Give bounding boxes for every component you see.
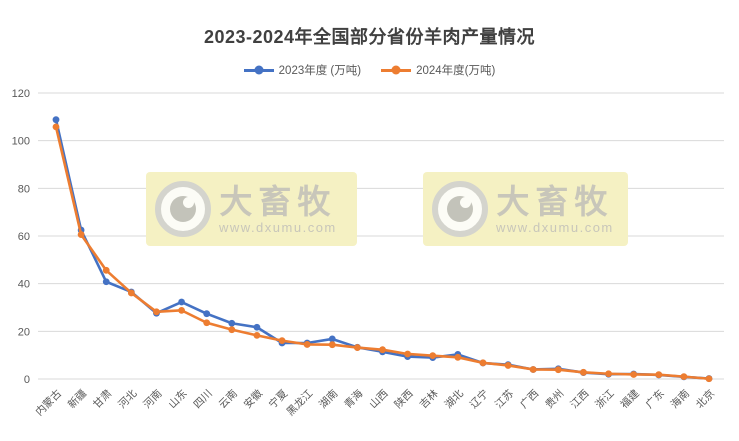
data-point: [127, 289, 135, 297]
x-tick-label: 浙江: [593, 387, 617, 411]
data-point: [328, 335, 336, 343]
x-tick-label: 云南: [216, 387, 240, 411]
y-tick-label: 20: [18, 326, 30, 338]
x-tick-label: 安徽: [241, 387, 265, 411]
data-point: [253, 331, 261, 339]
data-point: [479, 359, 487, 367]
watermark: 大畜牧 www.dxumu.com: [146, 172, 357, 246]
y-tick-label: 60: [18, 231, 30, 243]
x-tick-label: 山西: [367, 388, 390, 411]
legend-item-2024: 2024年度(万吨): [381, 62, 495, 78]
x-tick-label: 山东: [166, 387, 190, 411]
data-point: [429, 352, 437, 360]
x-tick-label: 内蒙古: [33, 387, 64, 418]
legend-marker-2023-icon: [243, 65, 274, 75]
y-tick-label: 100: [12, 136, 30, 148]
x-tick-label: 湖南: [316, 387, 340, 411]
x-tick-label: 广西: [518, 388, 541, 411]
data-point: [153, 308, 160, 316]
x-tick-label: 黑龙江: [284, 387, 316, 419]
x-tick-label: 江苏: [492, 387, 516, 411]
legend-marker-2024-icon: [381, 65, 412, 75]
data-point: [504, 362, 512, 369]
watermark-url: www.dxumu.com: [496, 219, 614, 235]
x-tick-label: 甘肃: [90, 387, 114, 411]
watermark-brand: 大畜牧: [219, 182, 337, 220]
data-point: [228, 319, 236, 327]
x-tick-label: 吉林: [417, 387, 441, 411]
chart-legend: 2023年度 (万吨) 2024年度(万吨): [0, 62, 739, 78]
x-tick-label: 广东: [643, 387, 667, 411]
x-tick-label: 四川: [191, 388, 214, 411]
data-point: [77, 231, 85, 238]
x-tick-label: 福建: [618, 387, 642, 411]
data-point: [630, 371, 638, 378]
data-point: [328, 341, 336, 349]
x-tick-label: 北京: [693, 387, 717, 411]
x-tick-label: 陕西: [392, 387, 416, 411]
data-point: [580, 368, 587, 376]
data-point: [52, 123, 60, 131]
data-point: [404, 350, 412, 358]
data-point: [253, 323, 261, 331]
data-point: [102, 266, 110, 274]
x-tick-label: 青海: [341, 387, 365, 411]
eye-icon: [432, 181, 488, 237]
data-point: [605, 370, 612, 378]
data-point: [554, 366, 562, 374]
series-line-1: [54, 126, 710, 381]
data-point: [178, 298, 185, 306]
watermark: 大畜牧 www.dxumu.com: [423, 172, 628, 246]
data-point: [353, 344, 361, 351]
x-tick-label: 海南: [668, 387, 692, 411]
x-tick-label: 河南: [141, 387, 165, 411]
data-point: [655, 371, 663, 379]
x-tick-label: 新疆: [65, 387, 89, 411]
x-tick-label: 湖北: [443, 387, 467, 411]
data-point: [203, 319, 211, 327]
y-tick-label: 40: [18, 279, 30, 291]
data-point: [379, 346, 386, 354]
data-point: [278, 337, 286, 345]
x-tick-label: 辽宁: [467, 387, 491, 411]
x-tick-label: 河北: [116, 387, 140, 411]
y-tick-label: 0: [24, 374, 30, 386]
data-point: [228, 326, 236, 334]
data-point: [454, 353, 462, 361]
data-point: [529, 366, 537, 373]
watermark-url: www.dxumu.com: [219, 219, 337, 235]
data-point: [203, 310, 211, 318]
data-point: [680, 373, 688, 381]
watermark-brand: 大畜牧: [496, 182, 614, 220]
y-tick-label: 120: [12, 88, 30, 100]
y-tick-label: 80: [18, 183, 30, 195]
legend-label-2023: 2023年度 (万吨): [278, 65, 362, 77]
data-point: [303, 341, 311, 348]
chart-title: 2023-2024年全国部分省份羊肉产量情况: [203, 27, 536, 47]
x-tick-label: 江西: [568, 388, 591, 411]
data-point: [178, 306, 185, 314]
data-point: [102, 278, 110, 286]
data-point: [705, 375, 713, 383]
eye-icon: [155, 181, 211, 237]
x-tick-label: 贵州: [542, 387, 566, 411]
data-point: [52, 116, 60, 124]
series-line-0: [54, 119, 710, 380]
legend-label-2024: 2024年度(万吨): [416, 65, 496, 77]
legend-item-2023: 2023年度 (万吨): [243, 62, 362, 78]
